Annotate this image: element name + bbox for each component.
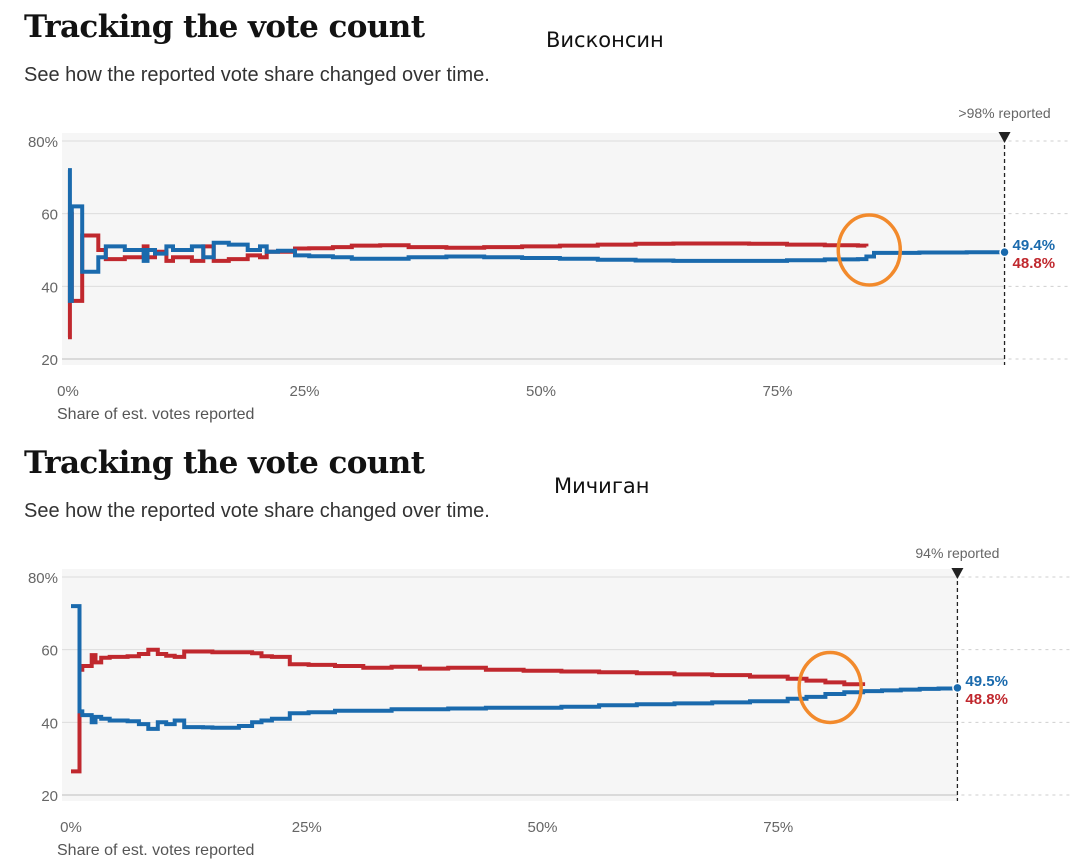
x-tick-label: 50%	[526, 383, 556, 400]
y-tick-label: 60	[41, 643, 58, 660]
end-point-dot	[999, 246, 1010, 258]
x-tick-label: 25%	[289, 383, 319, 400]
chart2-vote-share-chart: 80% 60 40 200% 25% 50% 75% Share of est. votes …	[28, 545, 1070, 859]
x-tick-label: 50%	[527, 819, 557, 836]
x-tick-label: 75%	[762, 383, 792, 400]
series-line-blue	[67, 168, 1005, 303]
reported-label: >98% reported	[958, 105, 1050, 121]
chart1-subtitle: See how the reported vote share changed …	[24, 64, 490, 86]
y-tick-label: 40	[41, 715, 58, 732]
end-point-dot	[952, 682, 963, 694]
series-line-blue	[71, 604, 960, 731]
y-tick-label: 40	[41, 279, 58, 296]
chart2-state-annotation: Мичиган	[554, 474, 650, 498]
reported-marker-triangle	[951, 568, 964, 579]
x-tick-label: 0%	[60, 819, 82, 836]
y-tick-label: 20	[41, 352, 58, 369]
reported-marker-triangle	[998, 132, 1011, 143]
reported-label: 94% reported	[915, 545, 999, 561]
chart1-vote-share-chart: 80% 60 40 20 0% 25% 50% 75% Share of est. votes …	[28, 105, 1070, 423]
series-line-red	[71, 647, 866, 774]
plot-background	[62, 133, 1005, 365]
end-label-red: 48.8%	[1013, 255, 1056, 272]
chart2-subtitle: See how the reported vote share changed …	[24, 500, 490, 522]
end-label-red: 48.8%	[965, 691, 1008, 708]
highlight-circle	[797, 650, 863, 725]
x-tick-label: 75%	[763, 819, 793, 836]
chart1-state-annotation: Висконсин	[546, 28, 664, 52]
y-tick-label: 20	[41, 788, 58, 805]
y-tick-label: 80%	[28, 570, 58, 587]
y-tick-label: 60	[41, 207, 58, 224]
chart2-title: Tracking the vote count	[24, 445, 425, 481]
x-axis-label: Share of est. votes reported	[57, 406, 254, 423]
highlight-circle	[836, 213, 903, 287]
x-tick-label: 0%	[57, 383, 79, 400]
plot-background	[62, 569, 958, 801]
end-label-blue: 49.4%	[1013, 237, 1056, 254]
end-label-blue: 49.5%	[965, 673, 1008, 690]
y-tick-label: 80%	[28, 134, 58, 151]
x-tick-label: 25%	[292, 819, 322, 836]
chart1-title: Tracking the vote count	[24, 9, 425, 45]
x-axis-label: Share of est. votes reported	[57, 842, 254, 859]
